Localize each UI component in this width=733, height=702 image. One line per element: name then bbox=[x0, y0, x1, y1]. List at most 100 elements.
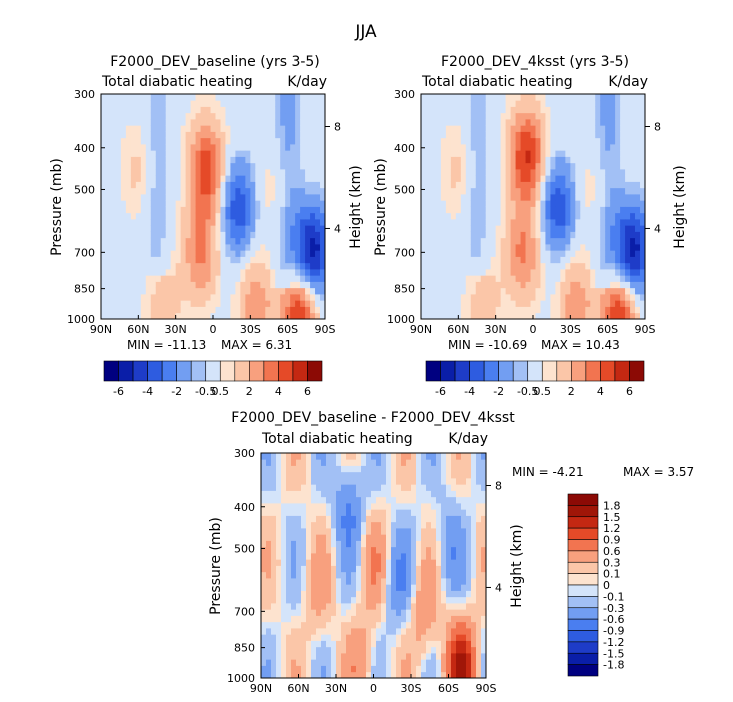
heatmap-cell bbox=[461, 553, 467, 560]
heatmap-cell bbox=[545, 187, 551, 195]
heatmap-cell bbox=[421, 200, 427, 207]
heatmap-cell bbox=[475, 231, 482, 239]
heatmap-cell bbox=[520, 144, 526, 151]
heatmap-cell bbox=[481, 659, 487, 666]
heatmap-cell bbox=[580, 131, 586, 139]
heatmap-cell bbox=[446, 509, 452, 516]
heatmap-cell bbox=[430, 187, 437, 195]
heatmap-cell bbox=[530, 137, 536, 145]
heatmap-cell bbox=[130, 306, 137, 314]
heatmap-cell bbox=[190, 94, 196, 101]
heatmap-cell bbox=[210, 156, 216, 164]
heatmap-cell bbox=[495, 169, 502, 176]
heatmap-cell bbox=[315, 237, 321, 245]
heatmap-cell bbox=[135, 131, 142, 139]
heatmap-cell bbox=[600, 200, 606, 207]
heatmap-cell bbox=[376, 459, 382, 466]
heatmap-cell bbox=[210, 250, 216, 257]
heatmap-cell bbox=[460, 250, 467, 257]
heatmap-cell bbox=[391, 615, 397, 623]
heatmap-cell bbox=[260, 312, 266, 320]
heatmap-cell bbox=[461, 546, 467, 554]
heatmap-cell bbox=[425, 300, 432, 307]
heatmap-cell bbox=[255, 162, 261, 170]
heatmap-cell bbox=[130, 156, 137, 164]
heatmap-cell bbox=[311, 496, 317, 504]
heatmap-cell bbox=[145, 212, 152, 220]
heatmap-cell bbox=[495, 237, 502, 245]
heatmap-cell bbox=[470, 175, 477, 182]
heatmap-cell bbox=[255, 137, 261, 145]
heatmap-cell bbox=[210, 287, 216, 295]
heatmap-cell bbox=[555, 106, 561, 114]
heatmap-cell bbox=[306, 603, 312, 610]
heatmap-cell bbox=[520, 269, 526, 276]
heatmap-cell bbox=[245, 312, 251, 320]
heatmap-cell bbox=[275, 162, 281, 170]
heatmap-cell bbox=[326, 615, 332, 623]
heatmap-cell bbox=[505, 306, 511, 314]
colorbar-swatch bbox=[571, 360, 587, 382]
heatmap-cell bbox=[275, 200, 281, 207]
heatmap-cell bbox=[276, 590, 282, 598]
heatmap-cell bbox=[200, 212, 206, 220]
heatmap-cell bbox=[485, 100, 492, 107]
heatmap-cell bbox=[115, 137, 122, 145]
heatmap-cell bbox=[356, 634, 362, 641]
heatmap-cell bbox=[461, 578, 467, 585]
heatmap-cell bbox=[550, 100, 556, 107]
heatmap-cell bbox=[480, 212, 487, 220]
heatmap-cell bbox=[240, 244, 246, 251]
heatmap-cell bbox=[205, 106, 211, 114]
heatmap-cell bbox=[235, 237, 241, 245]
heatmap-cell bbox=[290, 100, 296, 107]
heatmap-cell bbox=[630, 206, 636, 214]
heatmap-cell bbox=[510, 206, 516, 214]
heatmap-cell bbox=[280, 175, 286, 182]
heatmap-cell bbox=[635, 231, 641, 239]
heatmap-cell bbox=[331, 553, 337, 560]
heatmap-cell bbox=[310, 250, 316, 257]
heatmap-cell bbox=[286, 628, 292, 635]
heatmap-cell bbox=[540, 306, 546, 314]
heatmap-cell bbox=[391, 478, 397, 485]
heatmap-cell bbox=[306, 559, 312, 566]
heatmap-cell bbox=[391, 484, 397, 491]
heatmap-cell bbox=[225, 194, 231, 201]
heatmap-cell bbox=[620, 244, 626, 251]
heatmap-cell bbox=[585, 162, 591, 170]
heatmap-cell bbox=[301, 509, 307, 516]
heatmap-cell bbox=[315, 281, 321, 289]
heatmap-cell bbox=[391, 490, 397, 498]
heatmap-cell bbox=[430, 125, 437, 132]
heatmap-cell bbox=[366, 471, 372, 479]
heatmap-cell bbox=[210, 281, 216, 289]
heatmap-cell bbox=[480, 94, 487, 101]
heatmap-cell bbox=[280, 206, 286, 214]
heatmap-cell bbox=[640, 137, 646, 145]
heatmap-cell bbox=[140, 225, 147, 232]
heatmap-cell bbox=[195, 150, 201, 157]
colorbar-swatch bbox=[176, 360, 192, 382]
heatmap-cell bbox=[421, 137, 427, 145]
heatmap-cell bbox=[570, 312, 576, 320]
heatmap-cell bbox=[421, 565, 427, 573]
heatmap-cell bbox=[625, 306, 631, 314]
colorbar-swatch bbox=[585, 360, 601, 382]
heatmap-cell bbox=[510, 144, 516, 151]
heatmap-cell bbox=[466, 453, 472, 460]
heatmap-cell bbox=[640, 125, 646, 132]
heatmap-cell bbox=[160, 300, 167, 307]
heatmap-cell bbox=[435, 200, 442, 207]
heatmap-cell bbox=[481, 671, 487, 679]
heatmap-cell bbox=[381, 578, 387, 585]
heatmap-cell bbox=[580, 300, 586, 307]
heatmap-cell bbox=[351, 596, 357, 604]
heatmap-cell bbox=[461, 540, 467, 548]
heatmap-cell bbox=[235, 125, 241, 132]
heatmap-cell bbox=[391, 496, 397, 504]
heatmap-cell bbox=[575, 244, 581, 251]
heatmap-cell bbox=[310, 219, 316, 226]
heatmap-cell bbox=[326, 590, 332, 598]
heatmap-cell bbox=[160, 100, 167, 107]
